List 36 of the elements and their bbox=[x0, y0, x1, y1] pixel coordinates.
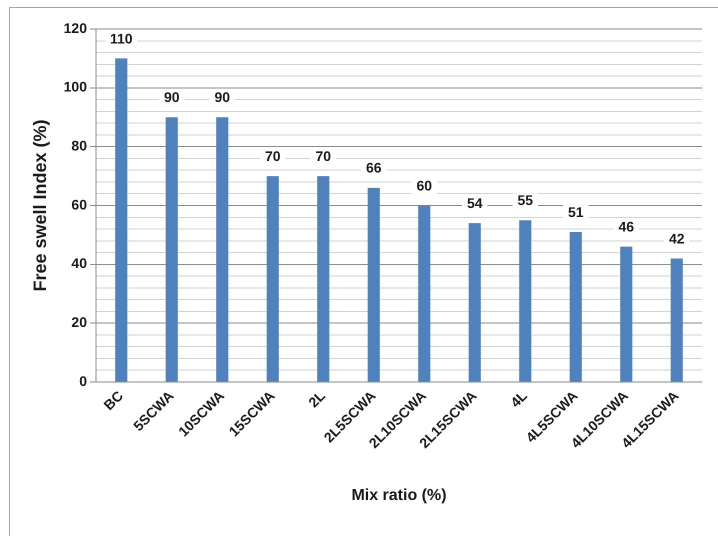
y-tick-label: 20 bbox=[71, 314, 88, 330]
data-label: 60 bbox=[416, 177, 432, 194]
bar bbox=[519, 220, 532, 382]
bar bbox=[418, 206, 430, 382]
y-tick-label: 100 bbox=[64, 78, 88, 95]
data-label: 90 bbox=[214, 89, 230, 106]
data-label: 54 bbox=[466, 195, 483, 212]
x-tick-label: 4L bbox=[507, 387, 530, 410]
bar bbox=[570, 232, 582, 382]
data-label: 66 bbox=[366, 160, 382, 176]
y-tick-label: 120 bbox=[64, 20, 88, 36]
data-label: 70 bbox=[315, 148, 332, 164]
data-label: 110 bbox=[110, 30, 133, 46]
x-tick-label: BC bbox=[100, 387, 126, 414]
y-axis-title: Free swell Index (%) bbox=[30, 119, 50, 292]
bar bbox=[368, 188, 380, 382]
data-label: 51 bbox=[568, 204, 584, 220]
bar bbox=[266, 176, 279, 382]
bar bbox=[468, 223, 481, 382]
data-label: 90 bbox=[164, 89, 180, 106]
bar bbox=[620, 246, 632, 382]
bar bbox=[670, 258, 683, 382]
data-label: 42 bbox=[668, 230, 685, 246]
bar bbox=[166, 117, 178, 382]
x-axis-title: Mix ratio (%) bbox=[351, 486, 447, 504]
x-tick-label: 2L bbox=[305, 387, 328, 410]
bar bbox=[216, 117, 228, 382]
data-label: 70 bbox=[264, 148, 281, 164]
bar bbox=[115, 58, 128, 382]
data-label: 46 bbox=[618, 218, 634, 235]
y-tick-label: 60 bbox=[71, 196, 88, 212]
bar bbox=[317, 176, 330, 382]
y-tick-label: 40 bbox=[71, 255, 88, 272]
y-tick-label: 80 bbox=[71, 138, 88, 154]
y-tick-label: 0 bbox=[79, 372, 88, 389]
data-label: 55 bbox=[517, 192, 534, 208]
